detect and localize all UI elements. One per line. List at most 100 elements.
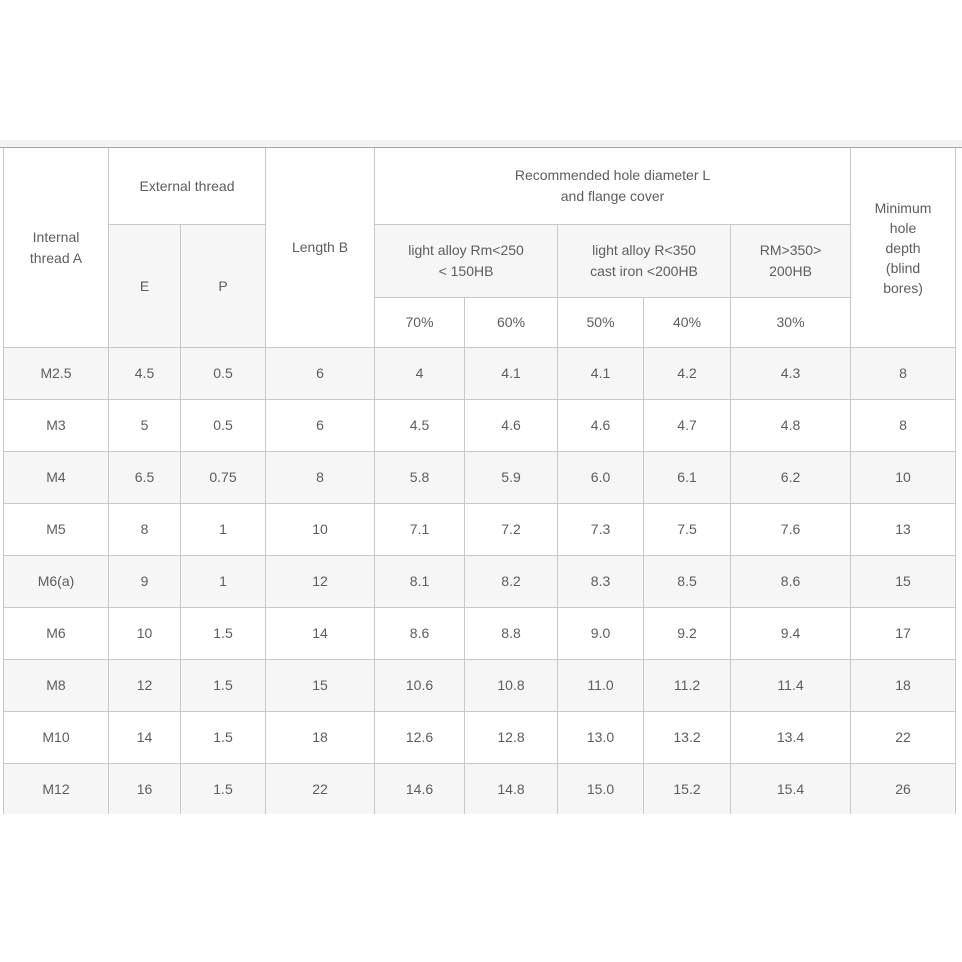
cell-e: 9 bbox=[108, 555, 181, 608]
cell-p: 1 bbox=[179, 555, 267, 608]
cell-50: 7.3 bbox=[557, 503, 645, 556]
cell-thread: M12 bbox=[3, 763, 109, 814]
header-internal-thread: Internal thread A bbox=[3, 148, 109, 348]
cell-p: 1.5 bbox=[179, 607, 267, 660]
cutoff-row-strip bbox=[0, 140, 962, 148]
cell-40: 13.2 bbox=[643, 711, 732, 764]
header-percent-70: 70% bbox=[374, 297, 466, 348]
cell-40: 4.2 bbox=[643, 347, 732, 400]
table-row: M8 12 1.5 15 10.6 10.8 11.0 11.2 11.4 18 bbox=[3, 659, 956, 712]
header-length-b: Length B bbox=[265, 148, 376, 348]
cell-thread: M6 bbox=[3, 607, 109, 660]
cell-e: 10 bbox=[108, 607, 181, 660]
cell-p: 1.5 bbox=[179, 763, 267, 814]
cell-thread: M2.5 bbox=[3, 347, 109, 400]
cell-length: 18 bbox=[265, 711, 376, 764]
cell-60: 8.2 bbox=[464, 555, 559, 608]
cell-length: 8 bbox=[265, 451, 376, 504]
cell-50: 4.1 bbox=[557, 347, 645, 400]
cell-p: 0.5 bbox=[179, 347, 267, 400]
cell-length: 14 bbox=[265, 607, 376, 660]
cell-50: 9.0 bbox=[557, 607, 645, 660]
cell-length: 12 bbox=[265, 555, 376, 608]
cell-50: 8.3 bbox=[557, 555, 645, 608]
cell-70: 4 bbox=[374, 347, 466, 400]
cell-60: 8.8 bbox=[464, 607, 559, 660]
cell-40: 6.1 bbox=[643, 451, 732, 504]
cell-min-depth: 10 bbox=[850, 451, 956, 504]
cell-e: 12 bbox=[108, 659, 181, 712]
cell-30: 13.4 bbox=[730, 711, 852, 764]
cell-50: 11.0 bbox=[557, 659, 645, 712]
cell-e: 4.5 bbox=[108, 347, 181, 400]
table-row: M5 8 1 10 7.1 7.2 7.3 7.5 7.6 13 bbox=[3, 503, 956, 556]
header-percent-30: 30% bbox=[730, 297, 852, 348]
cell-30: 9.4 bbox=[730, 607, 852, 660]
cell-min-depth: 18 bbox=[850, 659, 956, 712]
header-light-alloy-rm250: light alloy Rm<250 < 150HB bbox=[374, 224, 559, 298]
cell-70: 12.6 bbox=[374, 711, 466, 764]
table-row: M12 16 1.5 22 14.6 14.8 15.0 15.2 15.4 2… bbox=[3, 763, 956, 814]
cell-60: 14.8 bbox=[464, 763, 559, 814]
spec-table-container: Internal thread A External thread Length… bbox=[3, 148, 956, 814]
cell-50: 6.0 bbox=[557, 451, 645, 504]
cell-thread: M4 bbox=[3, 451, 109, 504]
cell-40: 9.2 bbox=[643, 607, 732, 660]
cell-e: 14 bbox=[108, 711, 181, 764]
header-external-thread: External thread bbox=[107, 148, 267, 225]
cell-p: 0.75 bbox=[179, 451, 267, 504]
cell-60: 5.9 bbox=[464, 451, 559, 504]
header-minimum-hole-depth: Minimum hole depth (blind bores) bbox=[850, 148, 956, 348]
cell-30: 8.6 bbox=[730, 555, 852, 608]
cell-40: 11.2 bbox=[643, 659, 732, 712]
cell-length: 6 bbox=[265, 347, 376, 400]
cell-70: 10.6 bbox=[374, 659, 466, 712]
cell-min-depth: 13 bbox=[850, 503, 956, 556]
cell-40: 15.2 bbox=[643, 763, 732, 814]
cell-40: 7.5 bbox=[643, 503, 732, 556]
cell-70: 7.1 bbox=[374, 503, 466, 556]
table-row: M6(a) 9 1 12 8.1 8.2 8.3 8.5 8.6 15 bbox=[3, 555, 956, 608]
header-rm350: RM>350> 200HB bbox=[730, 224, 852, 298]
header-percent-40: 40% bbox=[643, 297, 732, 348]
header-p: P bbox=[179, 224, 267, 348]
cell-60: 12.8 bbox=[464, 711, 559, 764]
header-row-2: E P light alloy Rm<250 < 150HB light all… bbox=[4, 224, 956, 348]
table-row: M6 10 1.5 14 8.6 8.8 9.0 9.2 9.4 17 bbox=[3, 607, 956, 660]
table-row: M4 6.5 0.75 8 5.8 5.9 6.0 6.1 6.2 10 bbox=[3, 451, 956, 504]
cell-p: 1.5 bbox=[179, 711, 267, 764]
header-light-alloy-r350: light alloy R<350 cast iron <200HB bbox=[557, 224, 732, 298]
header-row-1: Internal thread A External thread Length… bbox=[3, 148, 956, 348]
cell-50: 15.0 bbox=[557, 763, 645, 814]
cell-p: 0.5 bbox=[179, 399, 267, 452]
cell-length: 22 bbox=[265, 763, 376, 814]
cell-thread: M5 bbox=[3, 503, 109, 556]
cell-p: 1 bbox=[179, 503, 267, 556]
cell-30: 7.6 bbox=[730, 503, 852, 556]
cell-min-depth: 26 bbox=[850, 763, 956, 814]
table-row: M2.5 4.5 0.5 6 4 4.1 4.1 4.2 4.3 8 bbox=[3, 347, 956, 400]
cell-50: 13.0 bbox=[557, 711, 645, 764]
cell-e: 6.5 bbox=[108, 451, 181, 504]
header-recommended-hole: Recommended hole diameter L and flange c… bbox=[374, 148, 852, 225]
cell-30: 11.4 bbox=[730, 659, 852, 712]
table-row: M10 14 1.5 18 12.6 12.8 13.0 13.2 13.4 2… bbox=[3, 711, 956, 764]
cell-e: 16 bbox=[108, 763, 181, 814]
cell-thread: M10 bbox=[3, 711, 109, 764]
cell-70: 8.1 bbox=[374, 555, 466, 608]
cell-min-depth: 8 bbox=[850, 347, 956, 400]
cell-30: 6.2 bbox=[730, 451, 852, 504]
thread-spec-table: Internal thread A External thread Length… bbox=[3, 148, 956, 814]
cell-30: 15.4 bbox=[730, 763, 852, 814]
header-percent-60: 60% bbox=[464, 297, 559, 348]
cell-length: 10 bbox=[265, 503, 376, 556]
table-row: M3 5 0.5 6 4.5 4.6 4.6 4.7 4.8 8 bbox=[3, 399, 956, 452]
cell-thread: M3 bbox=[3, 399, 109, 452]
cell-30: 4.3 bbox=[730, 347, 852, 400]
header-percent-50: 50% bbox=[557, 297, 645, 348]
cell-60: 10.8 bbox=[464, 659, 559, 712]
cell-60: 4.1 bbox=[464, 347, 559, 400]
cell-min-depth: 8 bbox=[850, 399, 956, 452]
cell-30: 4.8 bbox=[730, 399, 852, 452]
cell-length: 15 bbox=[265, 659, 376, 712]
